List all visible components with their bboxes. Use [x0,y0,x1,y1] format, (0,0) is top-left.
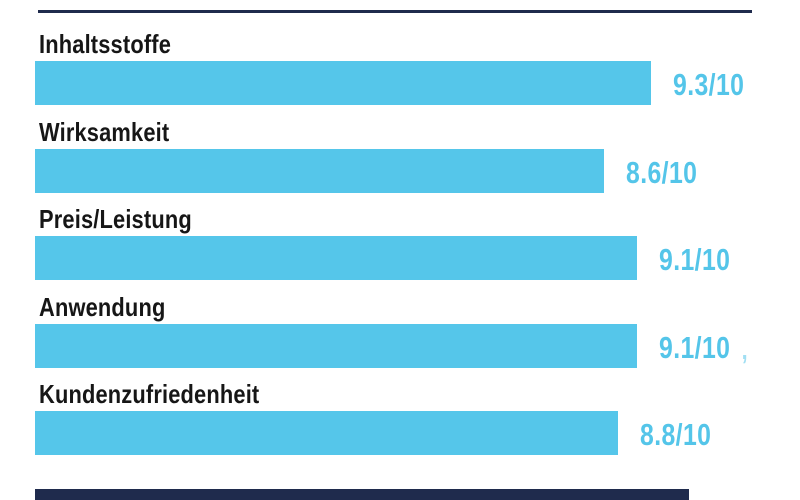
rating-value: 8.8/10 [640,417,712,452]
rating-value: 9.1/10, [659,329,748,366]
partial-bar-bottom [35,489,689,500]
rating-value: 9.1/10 [659,242,731,277]
rating-bar [35,148,604,193]
rating-bar [35,323,637,368]
rating-bar [35,61,651,105]
rating-category-label: Wirksamkeit [39,116,170,147]
rating-category-label: Anwendung [39,291,166,322]
rating-value: 8.6/10 [626,154,698,190]
rating-category-label: Preis/Leistung [39,204,192,234]
rating-bar [35,236,637,280]
stray-mark: , [741,335,748,365]
rating-category-label: Inhaltsstoffe [39,29,172,59]
partial-bar-top [38,10,752,13]
rating-category-label: Kundenzufriedenheit [39,379,260,409]
rating-value: 9.3/10 [673,67,745,102]
rating-bar [35,411,618,455]
